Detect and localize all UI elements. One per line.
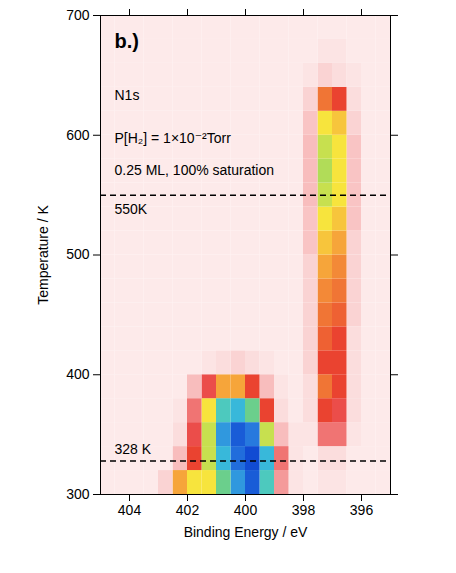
svg-text:Temperature / K: Temperature / K	[35, 205, 51, 305]
svg-text:550K: 550K	[115, 201, 148, 217]
svg-text:400: 400	[234, 502, 258, 518]
svg-text:Binding Energy / eV: Binding Energy / eV	[184, 524, 308, 540]
svg-text:b.): b.)	[115, 30, 139, 52]
svg-text:404: 404	[118, 502, 142, 518]
svg-text:402: 402	[176, 502, 200, 518]
svg-text:398: 398	[292, 502, 316, 518]
svg-text:700: 700	[66, 7, 90, 23]
svg-text:328 K: 328 K	[115, 441, 152, 457]
svg-text:600: 600	[66, 127, 90, 143]
svg-text:400: 400	[66, 366, 90, 382]
svg-text:300: 300	[66, 486, 90, 502]
svg-text:P[H₂] = 1×10⁻²Torr: P[H₂] = 1×10⁻²Torr	[115, 130, 232, 146]
svg-text:N1s: N1s	[115, 87, 140, 103]
svg-text:500: 500	[66, 246, 90, 262]
svg-text:396: 396	[350, 502, 374, 518]
svg-text:0.25 ML, 100% saturation: 0.25 ML, 100% saturation	[115, 162, 275, 178]
